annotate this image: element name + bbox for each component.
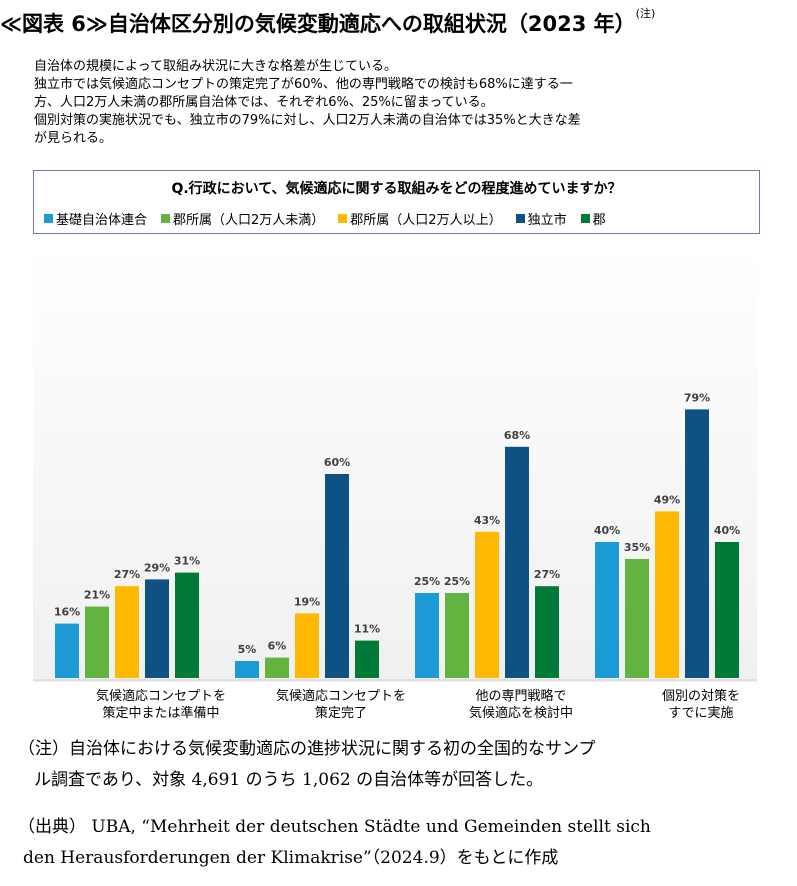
- data-label: 40%: [714, 524, 740, 537]
- question-text: Q.行政において、気候適応に関する取組みをどの程度進めていますか？: [171, 181, 622, 197]
- legend-swatch: [161, 214, 171, 223]
- data-label: 60%: [324, 456, 350, 469]
- data-label: 5%: [238, 643, 257, 656]
- legend-label: 郡所属（人口2万人以上）: [350, 213, 502, 228]
- category-label-line: すでに実施: [668, 706, 734, 721]
- bar: [625, 559, 649, 678]
- legend-label: 独立市: [527, 213, 567, 228]
- bar: [445, 593, 469, 678]
- bar: [475, 531, 499, 678]
- legend-item: 基礎自治体連合: [44, 209, 147, 228]
- category-label-line: 策定中または準備中: [102, 706, 220, 721]
- data-label: 31%: [174, 555, 200, 568]
- bar: [595, 542, 619, 678]
- category-label-line: 策定完了: [314, 706, 367, 721]
- category-label-line: 個別の対策を: [661, 689, 740, 704]
- source-line: （出典） UBA, “Mehrheit der deutschen Städte…: [18, 817, 651, 837]
- data-label: 21%: [84, 589, 110, 602]
- bar: [715, 542, 739, 678]
- note-line: ル調査であり、対象 4,691 のうち 1,062 の自治体等が回答した。: [34, 770, 544, 790]
- bar: [415, 593, 439, 678]
- legend-swatch: [338, 214, 348, 223]
- summary-line: が見られる。: [34, 131, 113, 146]
- chart-plot-area: 16% 21% 27% 29% 31% 5% 6% 19% 60% 11% 25% 25% 43% 68%…: [33, 244, 757, 682]
- bar: [505, 446, 529, 678]
- category-label: 個別の対策を すでに実施: [611, 688, 791, 722]
- summary-line: 個別対策の実施状況でも、独立市の79%に対し、人口2万人未満の自治体では35%と…: [34, 113, 581, 128]
- bar: [655, 511, 679, 678]
- summary-line: 自治体の規模によって取組み状況に大きな格差が生じている。: [34, 59, 397, 74]
- category-label-line: 気候適応を検討中: [468, 706, 573, 721]
- data-label: 43%: [474, 514, 500, 527]
- legend-item: 郡: [580, 209, 606, 228]
- figure-title: ≪図表 6≫自治体区分別の気候変動適応への取組状況（2023 年）(注): [0, 7, 797, 38]
- question-box: Q.行政において、気候適応に関する取組みをどの程度進めていますか？ 基礎自治体連…: [33, 170, 760, 234]
- legend-swatch: [515, 214, 525, 223]
- data-label: 49%: [654, 493, 680, 506]
- title-note-marker: (注): [635, 7, 656, 20]
- legend-item: 独立市: [515, 209, 567, 228]
- data-label: 79%: [684, 391, 710, 404]
- bar: [115, 586, 139, 678]
- bar: [325, 474, 349, 678]
- data-label: 16%: [54, 606, 80, 619]
- data-label: 11%: [354, 623, 380, 636]
- legend-label: 基礎自治体連合: [56, 213, 148, 228]
- data-label: 68%: [504, 429, 530, 442]
- bar: [685, 409, 709, 678]
- bar: [175, 572, 199, 678]
- data-label: 40%: [594, 524, 620, 537]
- summary-text: 自治体の規模によって取組み状況に大きな格差が生じている。 独立市では気候適応コン…: [34, 58, 774, 148]
- category-label: 他の専門戦略で 気候適応を検討中: [431, 688, 611, 722]
- legend-item: 郡所属（人口2万人未満）: [161, 209, 324, 228]
- figure-title-text: ≪図表 6≫自治体区分別の気候変動適応への取組状況（2023 年）: [0, 12, 636, 36]
- legend-swatch: [580, 214, 590, 223]
- category-label: 気候適応コンセプトを 策定中または準備中: [71, 688, 251, 722]
- bar: [265, 657, 289, 678]
- bar: [85, 606, 109, 678]
- data-label: 25%: [444, 575, 470, 588]
- bar-chart: 16% 21% 27% 29% 31% 5% 6% 19% 60% 11% 25% 25% 43% 68%…: [33, 244, 757, 682]
- legend-swatch: [44, 214, 53, 223]
- category-label-line: 気候適応コンセプトを: [95, 689, 226, 704]
- data-label: 25%: [414, 575, 440, 588]
- bar: [355, 640, 379, 678]
- data-label: 29%: [144, 561, 170, 574]
- legend-label: 郡所属（人口2万人未満）: [173, 213, 325, 228]
- data-label: 27%: [114, 568, 140, 581]
- category-label: 気候適応コンセプトを 策定完了: [251, 688, 431, 722]
- category-label-line: 他の専門戦略で: [475, 689, 567, 704]
- bar: [295, 613, 319, 678]
- summary-line: 方、人口2万人未満の郡所属自治体では、それぞれ6%、25%に留まっている。: [34, 95, 494, 110]
- data-label: 27%: [534, 568, 560, 581]
- chart-legend: 基礎自治体連合 郡所属（人口2万人未満） 郡所属（人口2万人以上） 独立市 郡: [44, 209, 620, 228]
- source-line: den Herausforderungen der Klimakrise”（20…: [23, 848, 559, 868]
- bar: [55, 623, 79, 678]
- legend-label: 郡: [592, 213, 606, 228]
- data-label: 35%: [624, 541, 650, 554]
- category-label-line: 気候適応コンセプトを: [275, 689, 406, 704]
- bar: [235, 661, 259, 678]
- data-label: 19%: [294, 595, 320, 608]
- legend-item: 郡所属（人口2万人以上）: [338, 209, 502, 228]
- note-line: （注）自治体における気候変動適応の進捗状況に関する初の全国的なサンプ: [18, 739, 596, 759]
- bar: [145, 579, 169, 678]
- bar: [535, 586, 559, 678]
- data-label: 6%: [268, 640, 287, 653]
- summary-line: 独立市では気候適応コンセプトの策定完了が60%、他の専門戦略での検討も68%に達…: [34, 77, 573, 92]
